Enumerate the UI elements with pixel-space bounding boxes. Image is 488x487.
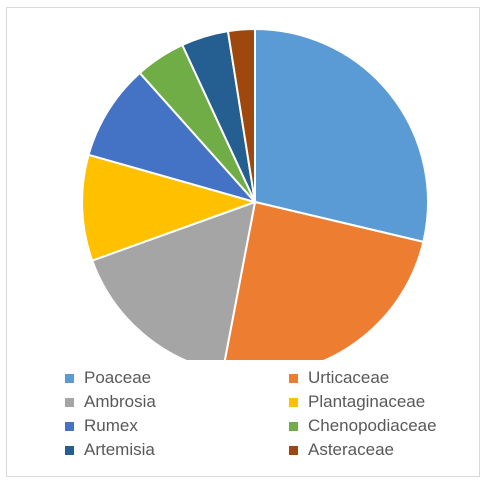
legend-item-chenopodiaceae: Chenopodiaceae <box>289 415 437 437</box>
legend-item-urticaceae: Urticaceae <box>289 367 389 389</box>
legend-swatch <box>289 421 298 431</box>
legend-swatch <box>65 421 74 431</box>
legend-label: Asteraceae <box>308 440 394 459</box>
legend-swatch <box>289 445 298 455</box>
legend-label: Artemisia <box>84 440 155 459</box>
chart-area: Poaceae Urticaceae Ambrosia Plantaginaceae R… <box>6 7 480 477</box>
legend-label: Poaceae <box>84 368 152 387</box>
legend-swatch <box>289 397 298 407</box>
legend-item-ambrosia: Ambrosia <box>65 391 156 413</box>
pie-slice-urticaceae <box>223 200 425 360</box>
legend-swatch <box>289 373 298 383</box>
pie-slice-ambrosia <box>90 200 257 360</box>
legend-label: Urticaceae <box>308 368 390 387</box>
pie-slice-asteraceae <box>226 27 256 203</box>
legend-swatch <box>65 373 74 383</box>
legend-swatch <box>65 397 74 407</box>
legend-item-poaceae: Poaceae <box>65 367 151 389</box>
legend-label: Plantaginaceae <box>308 392 426 411</box>
legend-label: Rumex <box>84 416 138 435</box>
legend-swatch <box>65 445 74 455</box>
legend-label: Chenopodiaceae <box>308 416 437 435</box>
pie-slice-poaceae <box>254 27 429 244</box>
legend-item-artemisia: Artemisia <box>65 439 155 461</box>
pie-slice-rumex <box>87 71 259 204</box>
pie-slice-plantaginaceae <box>81 153 259 262</box>
legend-label: Ambrosia <box>84 392 156 411</box>
legend-item-rumex: Rumex <box>65 415 138 437</box>
legend-item-plantaginaceae: Plantaginaceae <box>289 391 425 413</box>
pie-chart <box>81 27 429 360</box>
legend-item-asteraceae: Asteraceae <box>289 439 394 461</box>
